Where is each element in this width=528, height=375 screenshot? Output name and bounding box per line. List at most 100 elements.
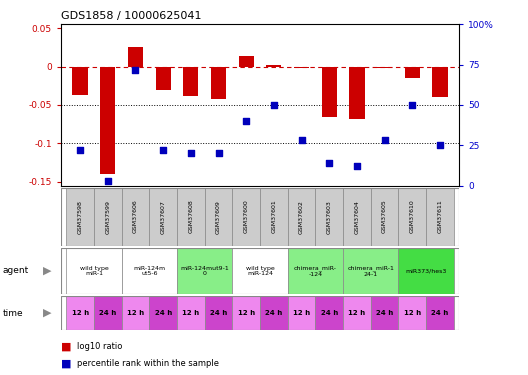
Bar [371, 188, 399, 246]
Bar [315, 296, 343, 330]
Text: GSM37603: GSM37603 [327, 200, 332, 234]
Bar [399, 296, 426, 330]
Point [353, 163, 361, 169]
Bar [399, 188, 426, 246]
Bar [177, 248, 232, 294]
Text: GSM37611: GSM37611 [438, 200, 442, 233]
Point [436, 142, 444, 148]
Point [103, 178, 112, 184]
Bar [343, 296, 371, 330]
Text: percentile rank within the sample: percentile rank within the sample [77, 359, 219, 368]
Point [325, 160, 334, 166]
Bar [288, 296, 315, 330]
Text: wild type
miR-1: wild type miR-1 [80, 266, 108, 276]
Text: 12 h: 12 h [182, 310, 200, 316]
Text: 24 h: 24 h [376, 310, 393, 316]
Point [186, 150, 195, 156]
Bar [149, 188, 177, 246]
Bar [377, 67, 392, 68]
Bar [266, 65, 281, 67]
Text: 24 h: 24 h [265, 310, 282, 316]
Bar [177, 188, 205, 246]
Bar [121, 188, 149, 246]
Bar [315, 188, 343, 246]
Bar [426, 296, 454, 330]
Point [76, 147, 84, 153]
Point [159, 147, 167, 153]
Bar [288, 248, 343, 294]
Text: 12 h: 12 h [293, 310, 310, 316]
Text: ■: ■ [61, 342, 71, 352]
Bar [66, 248, 121, 294]
Text: GSM37606: GSM37606 [133, 200, 138, 233]
Bar [294, 67, 309, 68]
Bar [211, 67, 226, 99]
Bar [232, 248, 288, 294]
Point [408, 102, 417, 108]
Bar [94, 188, 121, 246]
Text: ■: ■ [61, 359, 71, 369]
Text: GSM37598: GSM37598 [78, 200, 82, 234]
Point [380, 138, 389, 144]
Point [297, 138, 306, 144]
Text: miR373/hes3: miR373/hes3 [406, 268, 447, 273]
Text: GDS1858 / 10000625041: GDS1858 / 10000625041 [61, 10, 201, 21]
Bar [432, 67, 448, 98]
Text: 24 h: 24 h [155, 310, 172, 316]
Point [214, 150, 223, 156]
Bar [399, 248, 454, 294]
Bar [128, 46, 143, 67]
Text: time: time [3, 309, 23, 318]
Text: 12 h: 12 h [348, 310, 365, 316]
Bar [205, 296, 232, 330]
Bar [343, 188, 371, 246]
Bar [205, 188, 232, 246]
Text: GSM37604: GSM37604 [354, 200, 360, 234]
Text: ▶: ▶ [43, 308, 52, 318]
Text: GSM37607: GSM37607 [161, 200, 166, 234]
Bar [232, 188, 260, 246]
Bar [260, 296, 288, 330]
Text: GSM37601: GSM37601 [271, 200, 276, 233]
Text: miR-124mut9-1
0: miR-124mut9-1 0 [180, 266, 229, 276]
Text: agent: agent [3, 266, 29, 275]
Bar [426, 188, 454, 246]
Text: chimera_miR-1
24-1: chimera_miR-1 24-1 [347, 265, 394, 277]
Text: GSM37602: GSM37602 [299, 200, 304, 234]
Text: GSM37609: GSM37609 [216, 200, 221, 234]
Text: 12 h: 12 h [404, 310, 421, 316]
Point [131, 66, 140, 72]
Bar [232, 296, 260, 330]
Bar [183, 67, 199, 96]
Text: 12 h: 12 h [238, 310, 255, 316]
Text: wild type
miR-124: wild type miR-124 [246, 266, 275, 276]
Text: 24 h: 24 h [431, 310, 449, 316]
Bar [350, 67, 364, 119]
Text: GSM37608: GSM37608 [188, 200, 193, 233]
Bar [343, 248, 399, 294]
Bar [322, 67, 337, 117]
Text: 12 h: 12 h [127, 310, 144, 316]
Bar [149, 296, 177, 330]
Text: GSM37599: GSM37599 [105, 200, 110, 234]
Bar [72, 67, 88, 95]
Bar [404, 67, 420, 78]
Text: GSM37605: GSM37605 [382, 200, 387, 233]
Text: miR-124m
ut5-6: miR-124m ut5-6 [133, 266, 165, 276]
Text: GSM37600: GSM37600 [244, 200, 249, 233]
Text: 24 h: 24 h [99, 310, 116, 316]
Text: 24 h: 24 h [320, 310, 338, 316]
Bar [94, 296, 121, 330]
Bar [121, 296, 149, 330]
Bar [156, 67, 171, 90]
Text: log10 ratio: log10 ratio [77, 342, 122, 351]
Bar [121, 248, 177, 294]
Bar [239, 56, 254, 67]
Bar [66, 188, 94, 246]
Text: 12 h: 12 h [71, 310, 89, 316]
Bar [177, 296, 205, 330]
Bar [66, 296, 94, 330]
Text: ▶: ▶ [43, 266, 52, 276]
Bar [100, 67, 116, 174]
Bar [288, 188, 315, 246]
